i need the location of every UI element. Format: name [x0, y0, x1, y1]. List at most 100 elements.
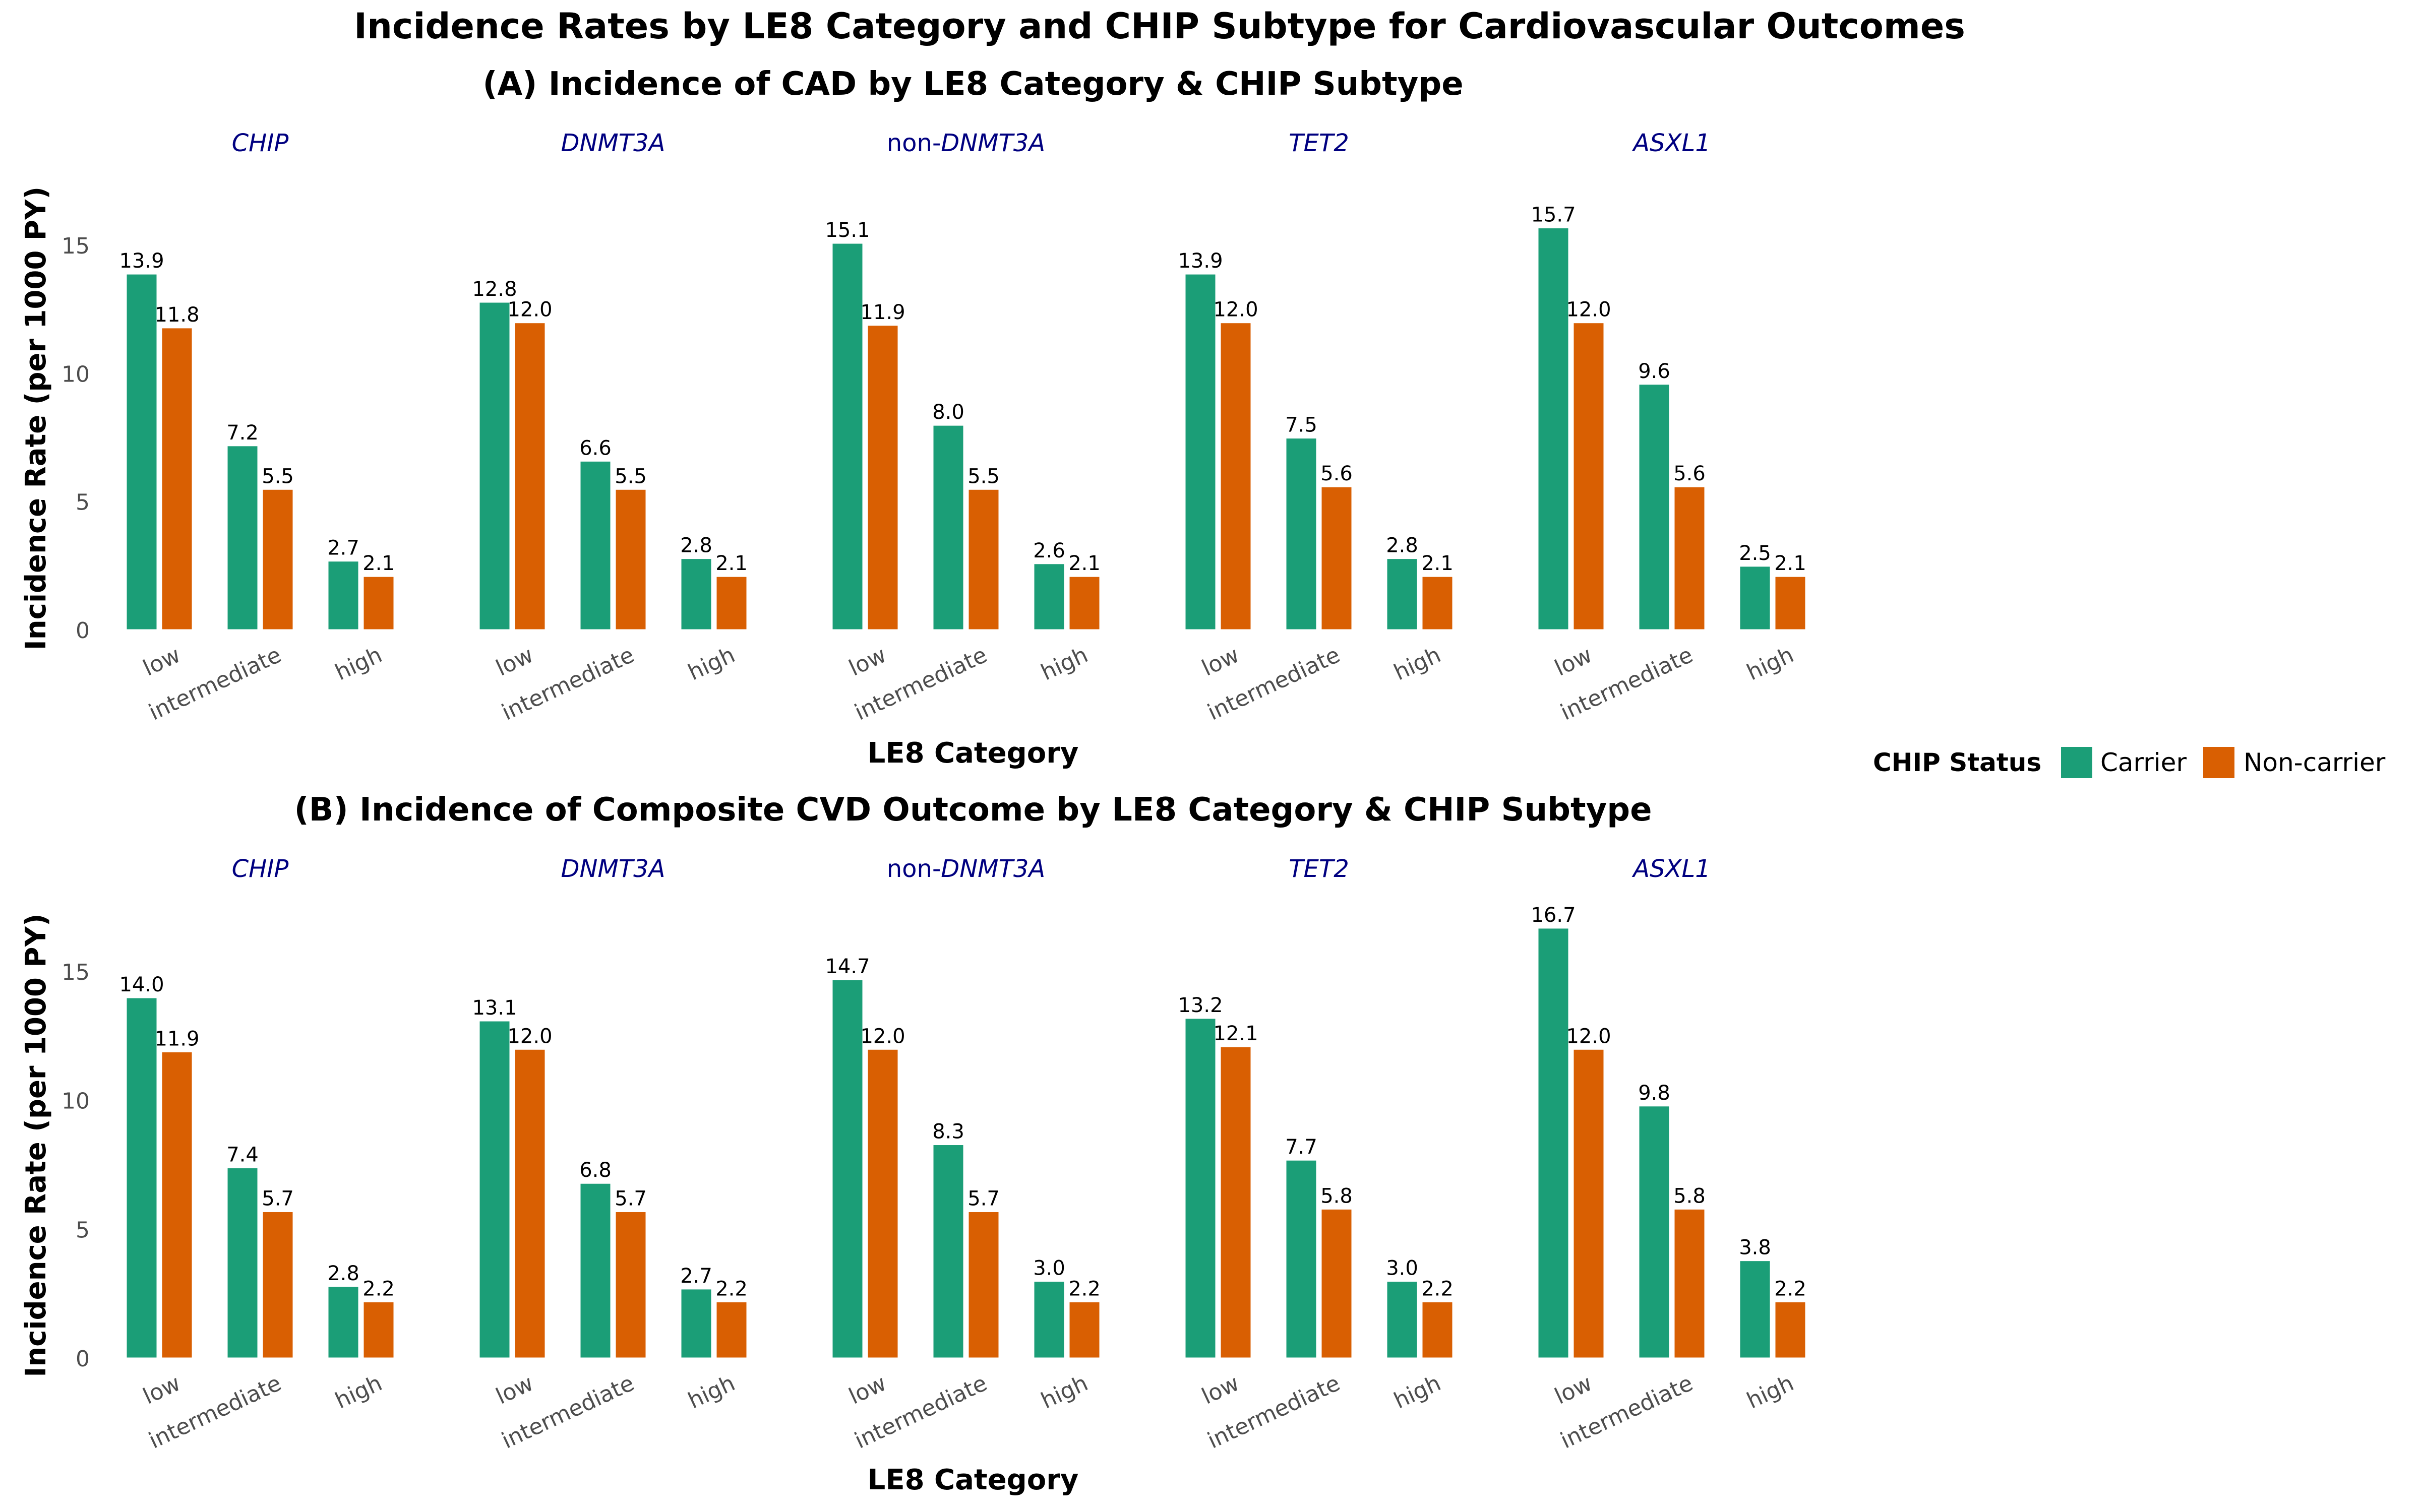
bar-carrier-low: [831, 978, 864, 1359]
bar-non-carrier-high: [1774, 1300, 1807, 1359]
y-axis-title: Incidence Rate (per 1000 PY): [20, 913, 52, 1377]
bar-non-carrier-intermediate: [1320, 1208, 1353, 1359]
data-label: 2.1: [362, 552, 395, 575]
bar-non-carrier-high: [1421, 575, 1454, 631]
bar-non-carrier-intermediate: [614, 1210, 647, 1359]
bar-non-carrier-low: [513, 322, 547, 631]
bar-carrier-low: [478, 301, 511, 631]
bar-carrier-high: [1738, 565, 1772, 631]
data-label: 12.0: [860, 1025, 905, 1048]
bar-carrier-intermediate: [1638, 1105, 1671, 1359]
bar-carrier-low: [478, 1020, 511, 1359]
data-label: 2.2: [1068, 1277, 1101, 1300]
legend-title: CHIP Status: [1873, 748, 2041, 777]
x-axis-title: LE8 Category: [868, 737, 1079, 770]
data-label: 6.6: [579, 436, 612, 460]
facet-dnmt3a: DNMT3A13.112.0low6.85.7intermediate2.72.…: [472, 855, 748, 1454]
data-label: 9.8: [1638, 1082, 1670, 1105]
x-tick-label: low: [492, 642, 537, 681]
y-axis-title: Incidence Rate (per 1000 PY): [20, 186, 52, 650]
x-axis-title: LE8 Category: [868, 1464, 1079, 1496]
bar-non-carrier-intermediate: [261, 1210, 294, 1359]
bar-carrier-low: [125, 273, 158, 631]
data-label: 2.2: [1774, 1277, 1806, 1300]
data-label: 3.0: [1033, 1257, 1065, 1280]
x-tick-label: high: [1390, 642, 1445, 686]
bar-non-carrier-intermediate: [967, 488, 1000, 631]
bar-non-carrier-intermediate: [1320, 485, 1353, 631]
y-tick-label: 5: [76, 1217, 90, 1243]
data-label: 13.2: [1178, 994, 1223, 1017]
bar-carrier-intermediate: [1638, 383, 1671, 631]
facet-tet2: TET213.912.0low7.55.6intermediate2.82.1h…: [1178, 129, 1454, 726]
data-label: 12.0: [1213, 298, 1258, 322]
bar-non-carrier-high: [715, 575, 748, 631]
bar-non-carrier-high: [362, 575, 395, 631]
data-label: 2.2: [362, 1277, 395, 1300]
x-tick-label: low: [1198, 642, 1243, 681]
bar-carrier-intermediate: [1285, 437, 1318, 631]
bar-carrier-low: [831, 242, 864, 631]
x-tick-label: high: [1037, 1370, 1092, 1414]
x-tick-label: high: [684, 642, 739, 686]
data-label: 12.0: [1566, 1025, 1611, 1048]
x-tick-label: low: [139, 1370, 185, 1410]
legend-swatch-noncarrier: [2203, 747, 2234, 778]
data-label: 11.9: [860, 301, 905, 324]
x-tick-label: high: [684, 1370, 739, 1414]
facet-non-dnmt3a: non-DNMT3A14.712.0low8.35.7intermediate3…: [825, 855, 1101, 1454]
data-label: 5.6: [1673, 462, 1706, 485]
bar-non-carrier-high: [715, 1300, 748, 1359]
x-tick-label: low: [1198, 1370, 1243, 1410]
bar-non-carrier-low: [866, 1048, 899, 1359]
facet-chip: CHIP13.911.8low7.25.5intermediate2.72.1h…: [119, 129, 395, 726]
data-label: 5.5: [967, 465, 1000, 488]
bar-non-carrier-high: [362, 1300, 395, 1359]
bar-carrier-intermediate: [932, 1144, 965, 1359]
data-label: 5.5: [262, 465, 294, 488]
data-label: 7.4: [226, 1144, 259, 1167]
bar-carrier-intermediate: [226, 445, 259, 631]
bar-carrier-intermediate: [226, 1167, 259, 1359]
bar-carrier-high: [1033, 1280, 1066, 1359]
data-label: 13.9: [1178, 249, 1223, 273]
x-tick-label: low: [139, 642, 185, 681]
data-label: 2.8: [680, 534, 712, 557]
data-label: 12.1: [1213, 1022, 1258, 1045]
x-tick-label: high: [1390, 1370, 1445, 1414]
data-label: 15.7: [1531, 204, 1576, 227]
data-label: 2.7: [327, 537, 359, 560]
data-label: 5.8: [1320, 1184, 1353, 1208]
data-label: 2.6: [1033, 539, 1065, 562]
bar-carrier-intermediate: [1285, 1159, 1318, 1359]
data-label: 16.7: [1531, 904, 1576, 927]
bar-carrier-low: [1184, 1017, 1217, 1359]
bar-carrier-high: [1385, 557, 1419, 631]
data-label: 15.1: [825, 219, 870, 242]
x-tick-label: low: [845, 642, 890, 681]
data-label: 8.0: [932, 401, 964, 424]
x-tick-label: high: [331, 1370, 386, 1414]
data-label: 5.6: [1320, 462, 1353, 485]
bar-non-carrier-low: [1572, 322, 1605, 631]
bar-carrier-high: [1033, 562, 1066, 631]
legend: CHIP Status Carrier Non-carrier: [1873, 747, 2386, 778]
facet-title: TET2: [1289, 129, 1349, 157]
facet-tet2: TET213.212.1low7.75.8intermediate3.02.2h…: [1178, 855, 1454, 1454]
bar-non-carrier-low: [513, 1048, 547, 1359]
chart-panel-b: (B) Incidence of Composite CVD Outcome b…: [20, 791, 1807, 1496]
bar-non-carrier-intermediate: [614, 488, 647, 631]
data-label: 2.8: [1386, 534, 1418, 557]
data-label: 11.8: [154, 303, 199, 327]
bar-non-carrier-intermediate: [967, 1210, 1000, 1359]
data-label: 12.0: [507, 298, 552, 322]
data-label: 3.0: [1386, 1257, 1418, 1280]
data-label: 6.8: [579, 1159, 612, 1182]
facet-title: ASXL1: [1631, 129, 1710, 157]
data-label: 5.7: [615, 1187, 647, 1210]
panel-title: (A) Incidence of CAD by LE8 Category & C…: [482, 66, 1463, 103]
data-label: 2.1: [1068, 552, 1101, 575]
x-tick-label: low: [845, 1370, 890, 1410]
bar-non-carrier-intermediate: [261, 488, 294, 631]
data-label: 2.2: [715, 1277, 748, 1300]
